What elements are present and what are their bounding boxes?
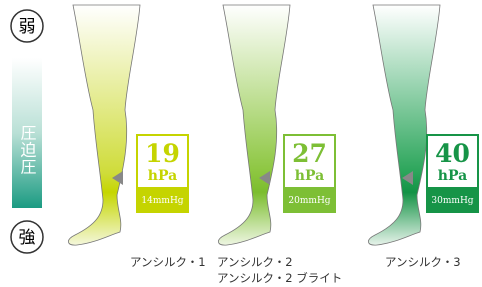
unit: hPa <box>148 168 177 184</box>
pressure-label: 圧迫圧 <box>18 125 37 176</box>
product-name: アンシルク・2 <box>217 255 293 269</box>
mmhg: 14mmHg <box>141 196 183 206</box>
value: 40 <box>435 139 470 168</box>
product-name: アンシルク・2 ブライト <box>217 271 342 285</box>
unit: hPa <box>438 168 467 184</box>
product-name: アンシルク・1 <box>130 255 206 269</box>
mmhg: 30mmHg <box>431 196 473 206</box>
product-name: アンシルク・3 <box>385 255 461 269</box>
unit: hPa <box>295 168 324 184</box>
leg <box>68 5 140 245</box>
infographic: 弱 強 圧迫圧 19hPa14mmHgアンシルク・127hPa20mmHgアンシ… <box>0 0 482 287</box>
value: 19 <box>145 139 180 168</box>
weak-label: 弱 <box>19 17 36 37</box>
mmhg: 20mmHg <box>288 196 330 206</box>
leg <box>218 5 290 245</box>
value: 27 <box>292 139 327 168</box>
strong-label: 強 <box>19 228 36 248</box>
